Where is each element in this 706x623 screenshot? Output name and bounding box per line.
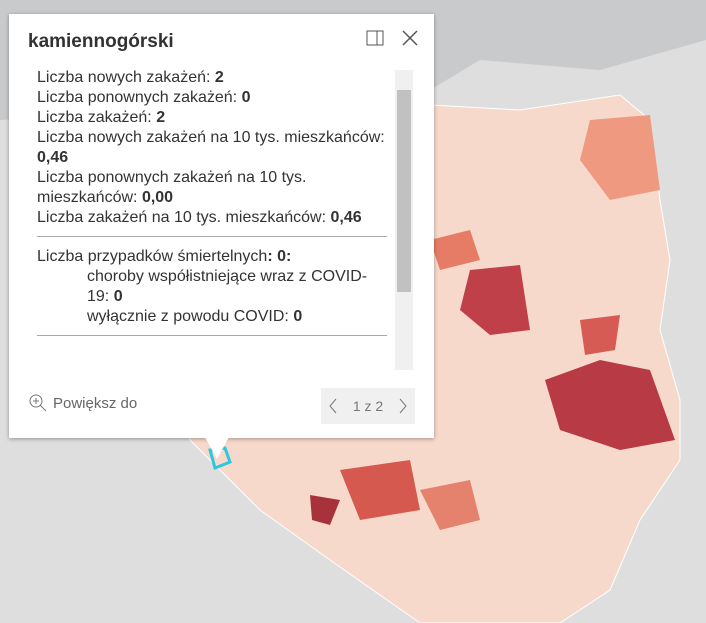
field-value: 0 <box>293 308 303 325</box>
field-value: 2 <box>156 109 166 126</box>
region <box>545 360 675 450</box>
field-value: 2 <box>214 69 224 86</box>
field-value: 0 <box>113 288 123 305</box>
region <box>340 460 420 520</box>
next-button[interactable] <box>398 398 408 414</box>
zoom-label: Powiększ do <box>53 394 138 412</box>
region <box>580 315 620 355</box>
scrollbar[interactable] <box>395 70 413 370</box>
pager: 1 z 2 <box>321 388 415 424</box>
zoom-button[interactable]: Powiększ do <box>29 394 137 412</box>
popup-title: kamiennogórski <box>28 31 174 52</box>
field: Liczba nowych zakażeń na 10 tys. mieszka… <box>37 128 389 168</box>
divider <box>37 236 387 237</box>
field: Liczba ponownych zakażeń: 0 <box>37 88 389 108</box>
field: Liczba zakażeń: 2 <box>37 108 389 128</box>
field-label: choroby współistniejące wraz z COVID-19: <box>87 268 368 305</box>
field-label: Liczba ponownych zakażeń na 10 tys. mies… <box>37 169 307 206</box>
field: Liczba ponownych zakażeń na 10 tys. mies… <box>37 168 389 208</box>
popup-content: Liczba nowych zakażeń: 2 Liczba ponownych… <box>37 68 389 368</box>
field-value: 0,00 <box>141 189 174 206</box>
dock-button[interactable] <box>366 30 384 46</box>
region <box>460 265 530 335</box>
field-value: 0,46 <box>37 149 69 166</box>
field-value: : 0: <box>267 248 292 265</box>
field: choroby współistniejące wraz z COVID-19:… <box>37 267 389 307</box>
field-label: Liczba zakażeń na 10 tys. mieszkańców: <box>37 209 327 226</box>
region <box>420 480 480 530</box>
field-value: 0,46 <box>330 209 362 226</box>
popup-pointer <box>205 437 229 459</box>
field: wyłącznie z powodu COVID: 0 <box>37 307 389 327</box>
field-label: Liczba przypadków śmiertelnych <box>37 248 268 265</box>
field-value: 0 <box>241 89 251 106</box>
region <box>430 230 480 270</box>
close-button[interactable] <box>402 30 418 46</box>
prev-button[interactable] <box>328 398 338 414</box>
field-label: Liczba nowych zakażeń na 10 tys. mieszka… <box>37 129 385 146</box>
field: Liczba nowych zakażeń: 2 <box>37 68 389 88</box>
popup-actions <box>366 30 418 46</box>
field-label: Liczba nowych zakażeń: <box>37 69 211 86</box>
scroll-thumb[interactable] <box>397 90 411 292</box>
zoom-icon <box>29 394 47 412</box>
field: Liczba zakażeń na 10 tys. mieszkańców: 0… <box>37 208 389 228</box>
field-label: Liczba ponownych zakażeń: <box>37 89 238 106</box>
field-label: Liczba zakażeń: <box>37 109 152 126</box>
pager-label: 1 z 2 <box>352 398 384 414</box>
field-label: wyłącznie z powodu COVID: <box>87 308 289 325</box>
region <box>580 115 660 200</box>
divider <box>37 335 387 336</box>
region <box>310 495 340 525</box>
field: Liczba przypadków śmiertelnych: 0: <box>37 247 389 267</box>
